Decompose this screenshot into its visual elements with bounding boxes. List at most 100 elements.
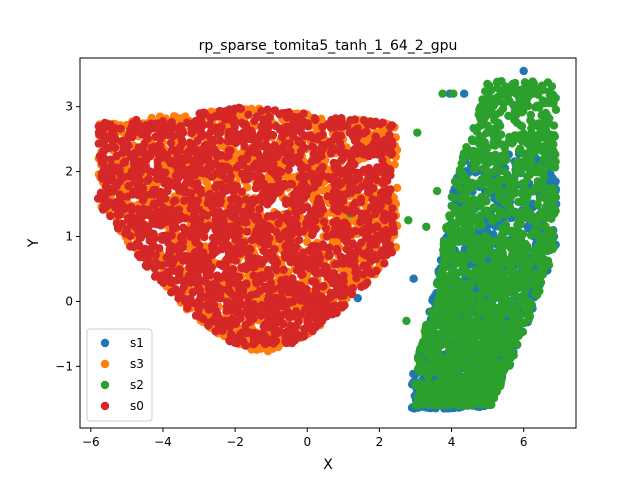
point-s2 — [519, 129, 529, 138]
point-s2 — [533, 164, 542, 174]
point-s2 — [464, 312, 473, 321]
point-s2 — [494, 206, 504, 215]
point-s2 — [505, 180, 515, 189]
point-s2 — [436, 321, 446, 330]
point-s2 — [490, 141, 500, 150]
point-s2 — [462, 189, 471, 198]
point-s2 — [483, 366, 492, 376]
point-s2 — [479, 341, 489, 350]
point-s3 — [202, 177, 211, 186]
point-s2 — [483, 121, 492, 130]
point-s2 — [481, 112, 490, 121]
point-s2 — [493, 83, 502, 93]
point-s2 — [510, 231, 519, 240]
point-s2 — [513, 220, 522, 230]
point-s2 — [438, 89, 447, 98]
point-s2 — [472, 273, 481, 282]
point-s2 — [475, 121, 484, 131]
point-s2 — [504, 203, 514, 212]
point-s2 — [476, 280, 485, 290]
point-s0 — [110, 143, 120, 153]
point-s0 — [200, 232, 209, 242]
point-s2 — [541, 125, 551, 135]
point-s2 — [522, 193, 532, 203]
point-s0 — [106, 211, 115, 221]
point-s2 — [463, 339, 472, 348]
point-s2 — [447, 265, 457, 275]
point-s2 — [527, 131, 536, 140]
point-s2 — [542, 111, 552, 120]
point-s2 — [466, 351, 475, 360]
point-s2 — [524, 158, 533, 167]
point-s2 — [513, 197, 523, 207]
point-s2 — [460, 322, 469, 331]
point-s2 — [438, 268, 447, 277]
point-s2 — [547, 214, 556, 223]
point-s2 — [476, 399, 485, 408]
point-s2 — [535, 134, 545, 143]
point-s2 — [469, 380, 479, 389]
point-s2 — [475, 264, 485, 274]
point-s2 — [476, 302, 486, 311]
chart-title: rp_sparse_tomita5_tanh_1_64_2_gpu — [199, 38, 458, 54]
point-s2 — [494, 118, 503, 128]
point-s2 — [422, 222, 431, 231]
point-s2 — [502, 280, 512, 289]
point-s2 — [458, 173, 467, 182]
point-s2 — [433, 277, 442, 287]
point-s2 — [519, 181, 528, 191]
data-points — [93, 66, 561, 413]
point-s2 — [421, 330, 430, 340]
point-s2 — [542, 260, 551, 270]
point-s2 — [509, 112, 518, 122]
point-s2 — [536, 193, 545, 202]
point-s2 — [483, 238, 493, 248]
point-s2 — [539, 236, 548, 245]
point-s2 — [528, 81, 538, 90]
point-s2 — [478, 174, 488, 183]
point-s2 — [549, 131, 559, 140]
point-s2 — [495, 108, 505, 117]
point-s2 — [464, 145, 473, 155]
point-s2 — [426, 335, 436, 345]
point-s2 — [468, 233, 477, 242]
point-s2 — [494, 187, 504, 196]
point-s2 — [422, 349, 431, 358]
point-s2 — [541, 141, 550, 150]
point-s2 — [490, 272, 500, 281]
point-s2 — [451, 286, 460, 295]
point-s2 — [453, 181, 462, 190]
point-s2 — [455, 360, 465, 370]
point-s2 — [402, 316, 411, 326]
point-s2 — [483, 187, 493, 197]
point-s2 — [459, 152, 468, 161]
point-s2 — [484, 81, 494, 90]
point-s2 — [440, 255, 449, 264]
point-s2 — [543, 245, 552, 255]
point-s2 — [462, 279, 471, 289]
point-s2 — [477, 192, 486, 202]
point-s1 — [548, 173, 557, 183]
point-s0 — [207, 172, 217, 181]
point-s2 — [493, 129, 502, 138]
point-s2 — [450, 208, 459, 217]
point-s2 — [452, 324, 461, 334]
point-s2 — [538, 96, 548, 105]
point-s2 — [467, 364, 476, 374]
point-s2 — [501, 82, 510, 91]
point-s2 — [551, 93, 560, 103]
point-s2 — [526, 110, 536, 120]
point-s2 — [441, 359, 450, 369]
point-s2 — [449, 89, 458, 98]
point-s2 — [500, 151, 509, 161]
point-s2 — [532, 212, 541, 222]
point-s2 — [439, 388, 448, 397]
point-s2 — [442, 224, 451, 234]
point-s2 — [454, 339, 464, 348]
point-s2 — [416, 389, 426, 398]
point-s2 — [519, 213, 529, 222]
point-s2 — [434, 293, 444, 303]
point-s2 — [511, 280, 520, 289]
point-s2 — [473, 312, 482, 321]
point-s2 — [504, 288, 513, 297]
